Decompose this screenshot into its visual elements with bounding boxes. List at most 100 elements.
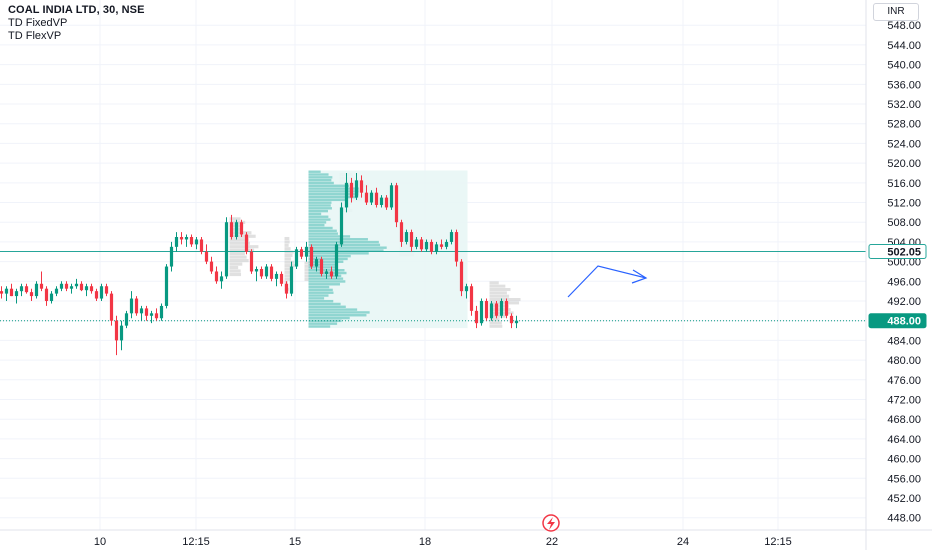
- flex-profile-row: [229, 255, 247, 259]
- candle-body: [349, 182, 354, 198]
- candle-body: [204, 251, 209, 262]
- fixed-profile-row: [308, 215, 329, 218]
- price-axis[interactable]: 448.00 452.00 456.00 460.00 464.00 468.00 472.…: [865, 0, 927, 550]
- flex-profile-row: [284, 270, 291, 274]
- fixed-profile-row: [308, 280, 346, 283]
- candle-body: [294, 249, 299, 267]
- fixed-profile-row: [308, 257, 348, 261]
- flex-profile-row: [229, 241, 250, 245]
- price-tick-label: 528.00: [887, 119, 921, 131]
- fixed-profile-row: [308, 187, 359, 190]
- candle-body: [379, 197, 384, 205]
- fixed-profile-row: [308, 243, 381, 247]
- flex-profile-row: [284, 267, 292, 271]
- time-tick-label: 12:15: [182, 536, 210, 548]
- currency-button[interactable]: INR: [873, 3, 919, 21]
- candle-body: [389, 185, 394, 208]
- fixed-profile-row: [308, 274, 342, 278]
- price-tick-label: 468.00: [887, 414, 921, 426]
- fixed-profile-row: [308, 181, 334, 185]
- candle-body: [174, 236, 179, 247]
- price-tick-label: 496.00: [887, 276, 921, 288]
- candle-body: [459, 261, 464, 292]
- price-tick-label: 456.00: [887, 473, 921, 485]
- fixed-profile-row: [308, 207, 332, 210]
- candle-body: [494, 303, 499, 316]
- time-axis[interactable]: 10 12:15 15 18 22 24 12:15: [0, 514, 932, 548]
- candle-body: [154, 313, 159, 319]
- flex-profile-row: [489, 284, 506, 288]
- flex-profile-row: [489, 281, 499, 285]
- candle-body: [279, 273, 284, 284]
- flex-profile-row: [229, 272, 242, 277]
- fixed-profile-row: [308, 223, 325, 227]
- candle-body: [254, 269, 259, 272]
- candle-body: [404, 232, 409, 242]
- candle-body: [274, 273, 279, 279]
- fixed-profile-row: [308, 316, 350, 320]
- candle-body: [169, 246, 174, 267]
- candle-body: [64, 283, 69, 289]
- fixed-profile-row: [308, 314, 367, 317]
- candle-body: [144, 308, 149, 316]
- candle-body: [139, 308, 144, 314]
- fixed-profile-row: [308, 291, 334, 294]
- flex-profile-row: [284, 253, 293, 258]
- drawings[interactable]: [567, 265, 648, 298]
- price-label: 488.00: [887, 316, 921, 328]
- fixed-profile-row: [308, 319, 342, 323]
- fixed-profile-row: [308, 299, 334, 303]
- flex-profile-row: [284, 236, 290, 241]
- candle-body: [499, 301, 504, 316]
- candle-body: [184, 236, 189, 240]
- candle-body: [334, 244, 339, 277]
- indicator-flexvp[interactable]: TD FlexVP: [8, 30, 62, 42]
- price-tick-label: 544.00: [887, 40, 921, 52]
- indicator-fixedvp[interactable]: TD FixedVP: [8, 17, 68, 29]
- price-tick-label: 460.00: [887, 454, 921, 466]
- time-tick-label: 22: [546, 536, 558, 548]
- time-tick-label: 24: [677, 536, 689, 548]
- fixed-profile-row: [308, 226, 333, 230]
- price-tick-label: 472.00: [887, 395, 921, 407]
- flex-profile-row: [489, 318, 500, 322]
- price-label-box: [868, 313, 927, 329]
- candle-body: [14, 291, 19, 297]
- fixed-profile-row: [308, 195, 357, 199]
- candle-body: [164, 266, 169, 306]
- candle-body: [9, 288, 14, 297]
- candle-body: [19, 286, 24, 292]
- candle-body: [89, 286, 94, 292]
- flex-profile-row: [489, 294, 510, 298]
- candle-body: [159, 305, 164, 319]
- price-tick-label: 484.00: [887, 335, 921, 347]
- fixed-profile-row: [308, 193, 359, 196]
- flex-profile-row: [489, 301, 520, 305]
- price-tick-label: 500.00: [887, 257, 921, 269]
- candle-body: [124, 313, 129, 326]
- fixed-profile-row: [308, 322, 338, 325]
- candle-body: [244, 234, 249, 252]
- candle-body: [84, 286, 89, 291]
- symbol-title[interactable]: COAL INDIA LTD, 30, NSE: [8, 4, 145, 16]
- flex-profile-row: [489, 298, 521, 302]
- price-tick-label: 520.00: [887, 158, 921, 170]
- flex-profile-row: [284, 250, 294, 254]
- arrow-head[interactable]: [631, 269, 648, 284]
- flex-profile-row: [229, 259, 249, 263]
- flex-profile-row: [489, 321, 502, 325]
- candle-body: [409, 232, 414, 247]
- candle-body: [149, 313, 154, 316]
- candle-body: [309, 246, 314, 267]
- candle-body: [509, 315, 514, 324]
- price-label-box: [868, 244, 927, 260]
- flex-profile-row: [284, 247, 291, 251]
- fixed-profile-row: [308, 288, 333, 292]
- candle-body: [469, 286, 474, 311]
- projection-arrow[interactable]: [567, 265, 647, 298]
- flex-profile-row: [284, 243, 289, 247]
- fixed-profile-row: [308, 238, 368, 241]
- candle-body: [504, 301, 509, 316]
- fixed-profile-row: [308, 198, 347, 202]
